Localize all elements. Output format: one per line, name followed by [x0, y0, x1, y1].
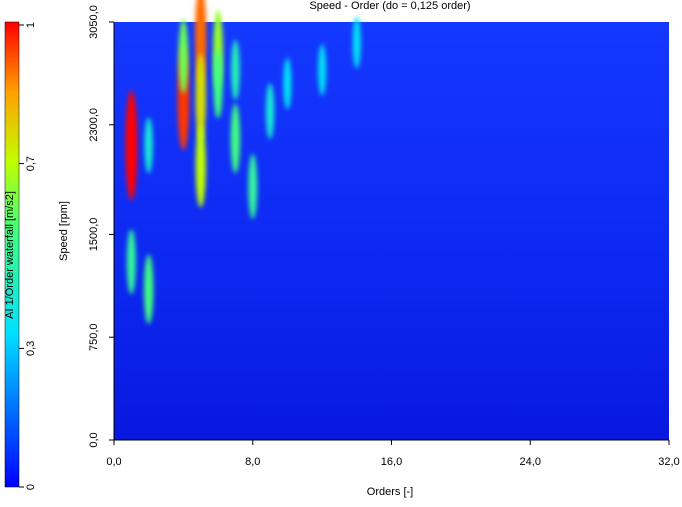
- y-tick-label: 1500,0: [88, 218, 100, 252]
- x-tick-label: 0,0: [106, 456, 121, 468]
- peak: [231, 39, 240, 101]
- peak: [125, 90, 138, 201]
- peak: [248, 153, 258, 219]
- plot-background: [114, 22, 669, 440]
- peak: [195, 53, 206, 142]
- peak: [195, 124, 206, 208]
- peak: [178, 19, 189, 94]
- x-tick-label: 32,0: [658, 456, 679, 468]
- peak: [352, 16, 361, 69]
- chart-title: Speed - Order (do = 0,125 order): [309, 0, 470, 12]
- colorbar-tick-label: 0: [25, 484, 37, 490]
- y-tick-label: 0,0: [88, 432, 100, 447]
- peak: [213, 48, 223, 119]
- peak: [144, 117, 153, 174]
- x-tick-label: 16,0: [381, 456, 402, 468]
- peak: [230, 103, 241, 174]
- y-axis-label: Speed [rpm]: [58, 201, 70, 261]
- x-axis-label: Orders [-]: [367, 486, 413, 498]
- x-tick-label: 24,0: [520, 456, 541, 468]
- colorbar-tick-label: 0,3: [25, 341, 37, 356]
- y-tick-label: 750,0: [88, 323, 100, 351]
- peak: [265, 83, 275, 140]
- peak: [283, 57, 292, 110]
- x-tick-label: 8,0: [245, 456, 260, 468]
- colorbar: [4, 21, 20, 488]
- peak: [318, 44, 327, 96]
- peak: [144, 254, 154, 324]
- colorbar-tick-label: 1: [25, 22, 37, 28]
- colorbar-label: AI 1/Order waterfall [m/s2]: [4, 191, 16, 319]
- colorbar-tick-label: 0,7: [25, 156, 37, 171]
- peak: [126, 229, 136, 295]
- y-tick-label: 3050,0: [88, 5, 100, 39]
- y-tick-label: 2300,0: [88, 108, 100, 142]
